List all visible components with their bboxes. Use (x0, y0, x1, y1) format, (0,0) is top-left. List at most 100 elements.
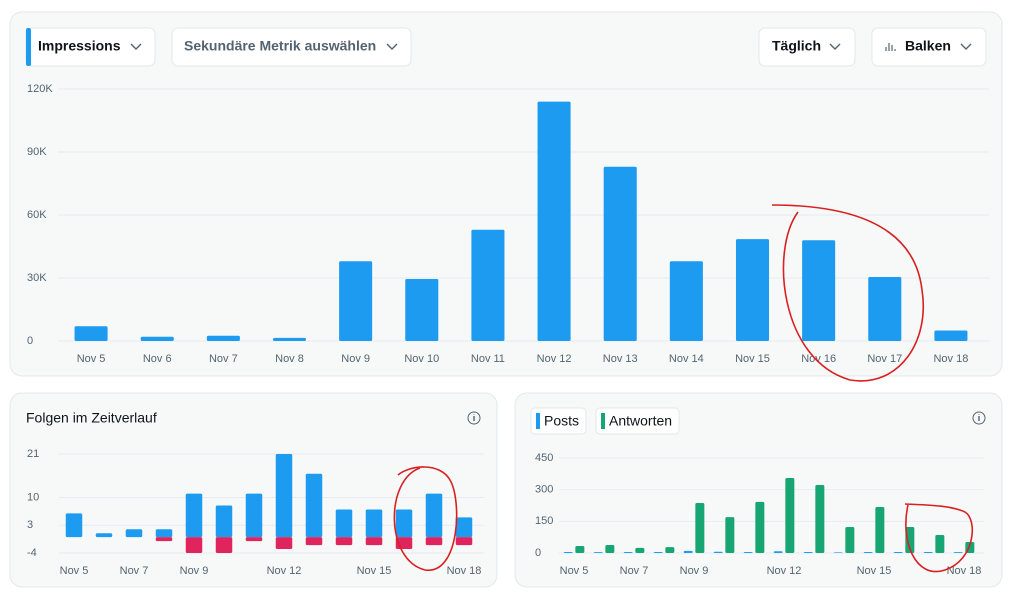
bar (305, 473, 323, 538)
annotation (904, 503, 974, 573)
bar (575, 546, 585, 553)
bar (665, 547, 675, 553)
x-tick-label: Nov 18 (933, 353, 968, 365)
annotation (771, 204, 924, 382)
bar (95, 533, 113, 538)
bar (155, 529, 173, 538)
bar (803, 551, 813, 553)
dropdown[interactable] (758, 27, 856, 67)
x-tick-label: Nov 10 (404, 353, 439, 365)
bar (155, 537, 173, 542)
bar (683, 550, 693, 553)
y-tick-label: 0 (27, 335, 33, 347)
bar (934, 330, 968, 341)
bar (735, 239, 770, 341)
bar (245, 537, 263, 542)
bar (743, 551, 753, 553)
y-tick-label: 150 (535, 515, 553, 527)
legend: Posts Antworten (530, 407, 680, 435)
bar (845, 527, 855, 553)
dropdown-label: Täglich (772, 38, 821, 54)
bar (725, 517, 735, 553)
x-tick-label: Nov 9 (680, 565, 709, 577)
y-tick-label: 300 (535, 484, 553, 496)
bar (773, 551, 783, 553)
legend-label: Posts (544, 413, 579, 429)
bar (215, 505, 233, 538)
legend-chip (530, 407, 587, 435)
icon (885, 43, 896, 51)
x-tick-label: Nov 5 (77, 353, 106, 365)
y-tick-label: 10 (27, 491, 39, 503)
y-tick-label: 450 (535, 452, 553, 464)
chevron (130, 43, 142, 50)
bar (275, 454, 293, 538)
bar (669, 261, 703, 341)
x-tick-label: Nov 15 (857, 565, 892, 577)
info-icon[interactable] (467, 411, 481, 425)
bar (125, 529, 143, 538)
bar (653, 551, 663, 553)
y-tick-label: 0 (535, 547, 541, 559)
chevron (829, 43, 841, 50)
bar (635, 547, 645, 553)
bar (275, 537, 293, 550)
bar (815, 485, 825, 553)
legend-swatch (536, 413, 540, 429)
bar (335, 537, 353, 546)
bar (305, 537, 323, 546)
x-tick-label: Nov 17 (867, 353, 902, 365)
bar (405, 279, 439, 341)
card (9, 11, 1003, 377)
bar (471, 229, 505, 341)
bar (537, 101, 571, 341)
plots: 0 30K 60K 90K 120K Nov 5 Nov 6 Nov 7 Nov 8 Nov 9 N… (27, 83, 989, 577)
bar (272, 337, 307, 341)
bar (623, 551, 633, 553)
bar (802, 240, 836, 341)
y-tick-label: 60K (27, 209, 47, 221)
x-tick-label: Nov 6 (143, 353, 172, 365)
x-tick-label: Nov 9 (341, 353, 370, 365)
bar (923, 551, 933, 553)
bar (603, 166, 637, 341)
bar (893, 551, 903, 553)
legend-chip (595, 407, 680, 435)
y-tick-label: 90K (27, 146, 47, 158)
x-tick-label: Nov 5 (60, 565, 89, 577)
bar (875, 506, 885, 553)
x-tick-label: Nov 14 (669, 353, 704, 365)
x-tick-label: Nov 13 (603, 353, 638, 365)
bar (563, 551, 573, 553)
bar (185, 493, 203, 538)
dropdown[interactable] (871, 27, 987, 67)
x-tick-label: Nov 15 (735, 353, 770, 365)
x-tick-label: Nov 7 (120, 565, 149, 577)
bar (140, 336, 174, 341)
bar (905, 527, 915, 553)
x-tick-label: Nov 5 (560, 565, 589, 577)
bar (206, 335, 240, 341)
x-tick-label: Nov 15 (357, 565, 392, 577)
info-icon[interactable] (972, 411, 986, 425)
accent (26, 28, 31, 66)
chevron (386, 43, 398, 50)
bar (755, 501, 765, 553)
bar (245, 493, 263, 538)
y-tick-label: 3 (27, 519, 33, 531)
bar (185, 537, 203, 553)
bar (215, 537, 233, 553)
x-tick-label: Nov 12 (537, 353, 572, 365)
annotation (393, 466, 458, 571)
bar (833, 552, 843, 553)
bar (365, 537, 383, 546)
bar (785, 478, 795, 553)
bar (335, 509, 353, 538)
y-tick-label: 21 (27, 448, 39, 460)
dropdown-label: Balken (905, 38, 951, 54)
bar (455, 537, 473, 546)
bar (713, 551, 723, 553)
y-tick-label: -4 (27, 547, 37, 559)
x-tick-label: Nov 7 (620, 565, 649, 577)
dropdown[interactable] (171, 27, 412, 67)
